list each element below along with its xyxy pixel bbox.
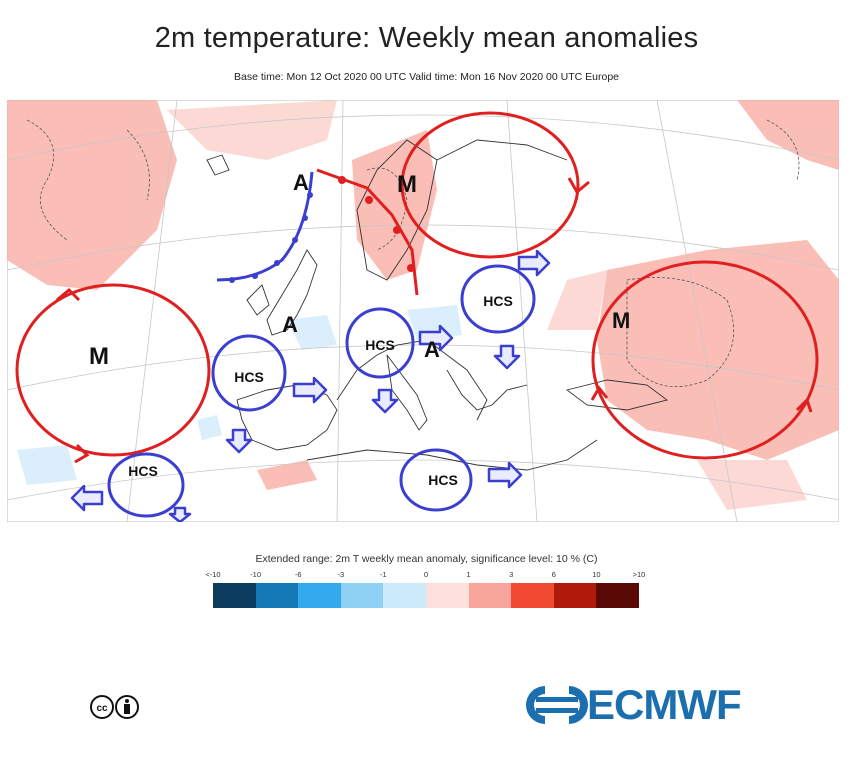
legend-tick: -10 — [250, 570, 262, 579]
cold-front-line — [316, 168, 419, 296]
cyclone-east-circle — [591, 260, 819, 460]
legend-swatch — [340, 583, 384, 608]
legend-colorbar — [213, 583, 639, 608]
legend-swatch — [255, 583, 299, 608]
label-cyclone-east: M — [612, 308, 630, 333]
legend-swatch — [383, 583, 426, 608]
legend-tick: -1 — [380, 570, 387, 579]
legend-title: Extended range: 2m T weekly mean anomaly… — [255, 553, 598, 565]
legend-swatch — [596, 583, 639, 608]
arrow-down-2 — [371, 388, 399, 414]
europe-anomaly-map: A A A M M M HCS HCS HCS HCS HCS — [7, 100, 839, 522]
label-hcs-africa: HCS — [428, 472, 458, 488]
label-hcs-alps: HCS — [365, 337, 395, 353]
label-anticyclone-central: A — [424, 337, 440, 362]
legend-tick: 6 — [551, 570, 556, 579]
cyclone-scandinavia-circle — [400, 111, 580, 259]
label-hcs-iberia: HCS — [128, 463, 158, 479]
coastlines — [206, 139, 669, 471]
significance-contours — [26, 119, 800, 387]
arrow-down-3 — [493, 344, 521, 370]
hcs-circle-iberia — [107, 452, 185, 518]
legend-swatch — [511, 583, 554, 608]
hcs-circle-alps — [345, 307, 415, 379]
svg-text:cc: cc — [96, 703, 108, 714]
arrow-down-1 — [225, 428, 253, 454]
arrow-right-1 — [292, 376, 328, 404]
legend-tick: 1 — [466, 570, 471, 579]
legend-tick: 0 — [423, 570, 429, 579]
legend-swatch — [298, 583, 341, 608]
label-hcs-central: HCS — [483, 293, 513, 309]
chart-subtitle: Base time: Mon 12 Oct 2020 00 UTC Valid … — [234, 71, 619, 83]
legend-swatch — [213, 583, 256, 608]
arrow-down-4 — [168, 506, 192, 522]
hcs-circle-biscay — [211, 334, 287, 412]
legend-swatch — [553, 583, 597, 608]
label-hcs-biscay: HCS — [234, 369, 264, 385]
warm-front-bumps — [229, 192, 313, 283]
flow-arrows — [70, 249, 551, 522]
hcs-circles — [107, 264, 536, 518]
label-cyclone-scandinavia: M — [397, 171, 417, 198]
warm-anomaly-areas — [7, 100, 839, 510]
hcs-circle-central — [460, 264, 536, 334]
arrow-right-3 — [517, 249, 551, 277]
label-cyclone-atlantic: M — [89, 343, 109, 370]
cyclone-arrowheads — [56, 177, 813, 464]
arrow-right-4 — [487, 461, 523, 489]
label-anticyclone-north: A — [293, 170, 309, 195]
legend-ticks: <-10 -10 -6 -3 -1 0 1 3 6 10 >10 — [205, 570, 645, 582]
legend-swatch — [425, 583, 469, 608]
legend-tick: -3 — [337, 570, 345, 579]
legend-tick: 10 — [592, 570, 601, 579]
legend-tick: -6 — [294, 570, 302, 579]
legend-tick: <-10 — [205, 570, 221, 579]
cold-front-bumps — [338, 176, 415, 272]
cyclone-circles — [15, 111, 819, 460]
arrow-left-1 — [70, 484, 104, 512]
ecmwf-logo-icon — [525, 686, 589, 724]
label-anticyclone-west: A — [282, 312, 298, 337]
ecmwf-logo-text: ECMWF — [587, 681, 742, 728]
cyclone-atlantic-circle — [15, 283, 211, 457]
hcs-circle-africa — [399, 448, 473, 512]
legend-tick: 3 — [509, 570, 514, 579]
legend-tick: >10 — [632, 570, 646, 579]
chart-title: 2m temperature: Weekly mean anomalies — [154, 22, 699, 54]
arrow-right-2 — [418, 324, 454, 352]
legend-swatch — [468, 583, 512, 608]
creative-commons-by-icon: cc — [90, 695, 139, 719]
warm-front-line — [216, 171, 314, 282]
